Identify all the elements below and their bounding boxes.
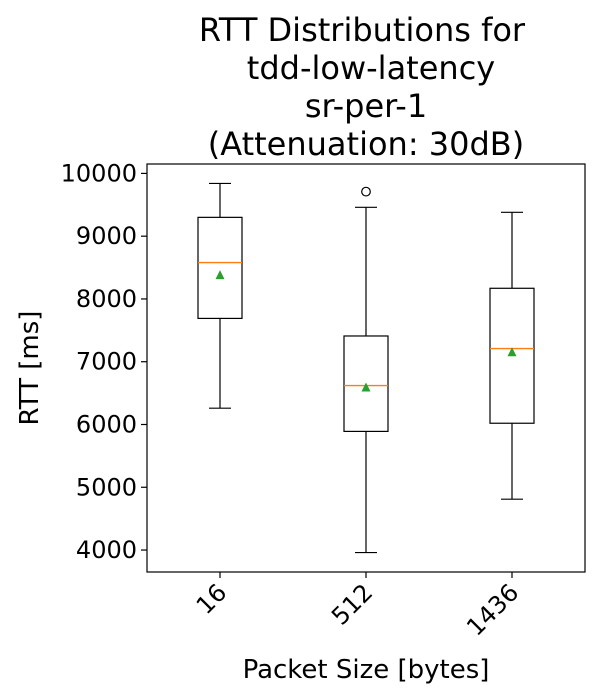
x-tick-label: 1436 xyxy=(461,578,524,641)
outlier-point xyxy=(361,186,371,197)
iqr-box xyxy=(489,287,535,424)
chart-title: RTT Distributions for tdd-low-latency sr… xyxy=(199,11,526,163)
title-line-2: tdd-low-latency xyxy=(247,49,495,87)
y-tick-label: 5000 xyxy=(76,473,137,501)
mean-marker xyxy=(361,382,371,392)
title-line-4: (Attenuation: 30dB) xyxy=(208,125,524,163)
y-axis: 4000 5000 6000 7000 8000 9000 10000 xyxy=(61,159,147,564)
title-line-3: sr-per-1 xyxy=(305,87,427,125)
x-axis-label: Packet Size [bytes] xyxy=(243,655,490,685)
box-group-1436 xyxy=(489,211,535,500)
y-tick-label: 9000 xyxy=(76,222,137,250)
iqr-box xyxy=(343,335,389,432)
box-group-16 xyxy=(197,182,243,409)
y-tick-label: 10000 xyxy=(61,159,137,187)
y-tick-label: 4000 xyxy=(76,536,137,564)
x-tick-label: 16 xyxy=(191,578,232,619)
x-axis: 16 512 1436 xyxy=(191,572,524,641)
mean-marker xyxy=(215,270,225,280)
mean-marker xyxy=(507,347,517,357)
y-tick-label: 8000 xyxy=(76,285,137,313)
iqr-box xyxy=(197,216,243,320)
title-line-1: RTT Distributions for xyxy=(199,11,526,49)
box-plot-series xyxy=(197,182,535,554)
x-tick-label: 512 xyxy=(326,578,378,630)
y-tick-label: 6000 xyxy=(76,410,137,438)
y-axis-label: RTT [ms] xyxy=(15,311,45,426)
box-group-512 xyxy=(343,186,389,554)
y-tick-label: 7000 xyxy=(76,348,137,376)
